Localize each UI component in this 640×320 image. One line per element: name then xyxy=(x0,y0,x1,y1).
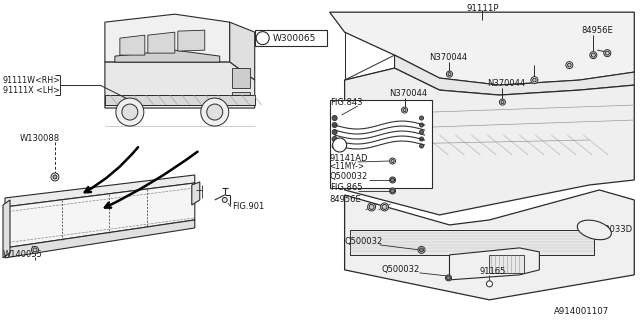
Text: Q500032: Q500032 xyxy=(381,265,420,274)
Circle shape xyxy=(605,51,609,55)
Circle shape xyxy=(391,159,394,163)
Polygon shape xyxy=(3,200,10,258)
Circle shape xyxy=(390,177,396,183)
Ellipse shape xyxy=(577,220,611,240)
Polygon shape xyxy=(330,12,634,85)
Circle shape xyxy=(501,100,504,104)
Text: N370044: N370044 xyxy=(429,52,468,62)
Circle shape xyxy=(390,189,394,193)
Polygon shape xyxy=(178,30,205,51)
Circle shape xyxy=(420,144,424,148)
Text: FIG.865: FIG.865 xyxy=(330,183,362,192)
Polygon shape xyxy=(148,32,175,53)
Bar xyxy=(255,30,326,46)
Circle shape xyxy=(532,78,536,82)
Circle shape xyxy=(420,123,424,127)
Polygon shape xyxy=(5,220,195,258)
Circle shape xyxy=(122,104,138,120)
Circle shape xyxy=(420,137,424,141)
Circle shape xyxy=(420,248,424,252)
Circle shape xyxy=(369,204,374,210)
Circle shape xyxy=(333,138,347,152)
Circle shape xyxy=(590,52,597,59)
Polygon shape xyxy=(115,50,220,62)
Polygon shape xyxy=(230,22,255,80)
Circle shape xyxy=(486,281,492,287)
Polygon shape xyxy=(344,190,634,300)
Polygon shape xyxy=(449,248,540,280)
Circle shape xyxy=(332,116,337,121)
Circle shape xyxy=(420,116,424,120)
Text: Q500032: Q500032 xyxy=(344,237,383,246)
Polygon shape xyxy=(192,182,200,205)
Circle shape xyxy=(566,62,573,68)
Text: W140055: W140055 xyxy=(3,250,43,260)
Circle shape xyxy=(499,99,506,105)
Polygon shape xyxy=(394,55,634,95)
Circle shape xyxy=(390,188,396,194)
Text: W130088: W130088 xyxy=(20,133,60,142)
Polygon shape xyxy=(120,35,145,55)
Circle shape xyxy=(382,204,387,210)
Polygon shape xyxy=(344,68,634,215)
Circle shape xyxy=(418,246,425,253)
Text: <11MY->: <11MY-> xyxy=(330,163,365,172)
Text: W300065: W300065 xyxy=(273,34,316,43)
Polygon shape xyxy=(5,175,195,207)
Circle shape xyxy=(447,71,452,77)
Text: 91111X <LH>: 91111X <LH> xyxy=(3,85,60,95)
Polygon shape xyxy=(105,95,255,105)
Circle shape xyxy=(31,246,38,253)
Text: 1: 1 xyxy=(337,140,342,149)
Text: 84956E: 84956E xyxy=(330,196,362,204)
Circle shape xyxy=(531,76,538,84)
Bar xyxy=(232,92,250,104)
Circle shape xyxy=(53,175,57,179)
Text: Q500032: Q500032 xyxy=(330,172,368,181)
Text: N370044: N370044 xyxy=(390,89,428,98)
Text: 1: 1 xyxy=(260,34,266,43)
Circle shape xyxy=(604,50,611,57)
Bar xyxy=(330,100,431,188)
Circle shape xyxy=(403,108,406,112)
Circle shape xyxy=(116,98,144,126)
Circle shape xyxy=(420,130,424,134)
Circle shape xyxy=(51,173,59,181)
Circle shape xyxy=(447,276,451,280)
Circle shape xyxy=(448,73,451,76)
Circle shape xyxy=(568,63,571,67)
Circle shape xyxy=(332,130,337,134)
Text: A914001107: A914001107 xyxy=(554,307,610,316)
Circle shape xyxy=(445,275,451,281)
Circle shape xyxy=(401,107,408,113)
Polygon shape xyxy=(5,183,195,248)
Text: N370044: N370044 xyxy=(488,79,525,88)
Circle shape xyxy=(332,143,337,148)
Circle shape xyxy=(367,203,376,211)
Text: 84956E: 84956E xyxy=(581,26,613,35)
Polygon shape xyxy=(105,62,255,108)
Circle shape xyxy=(201,98,228,126)
Text: 91111W<RH>: 91111W<RH> xyxy=(3,76,61,84)
Text: 91111P: 91111P xyxy=(466,4,499,13)
Circle shape xyxy=(390,178,394,182)
Text: 93033D: 93033D xyxy=(599,225,632,235)
Text: FIG.843: FIG.843 xyxy=(330,98,362,107)
Circle shape xyxy=(332,137,337,141)
Text: 91165: 91165 xyxy=(479,268,506,276)
Polygon shape xyxy=(349,230,595,255)
Circle shape xyxy=(207,104,223,120)
Text: 91141AD: 91141AD xyxy=(330,154,368,163)
Circle shape xyxy=(332,123,337,128)
Circle shape xyxy=(591,53,595,57)
Bar xyxy=(232,68,250,88)
Circle shape xyxy=(381,203,388,211)
Text: FIG.901: FIG.901 xyxy=(232,203,264,212)
Polygon shape xyxy=(105,14,230,62)
Bar xyxy=(490,255,524,273)
Circle shape xyxy=(256,32,269,44)
Circle shape xyxy=(33,248,37,252)
Circle shape xyxy=(222,197,227,203)
Circle shape xyxy=(390,158,396,164)
